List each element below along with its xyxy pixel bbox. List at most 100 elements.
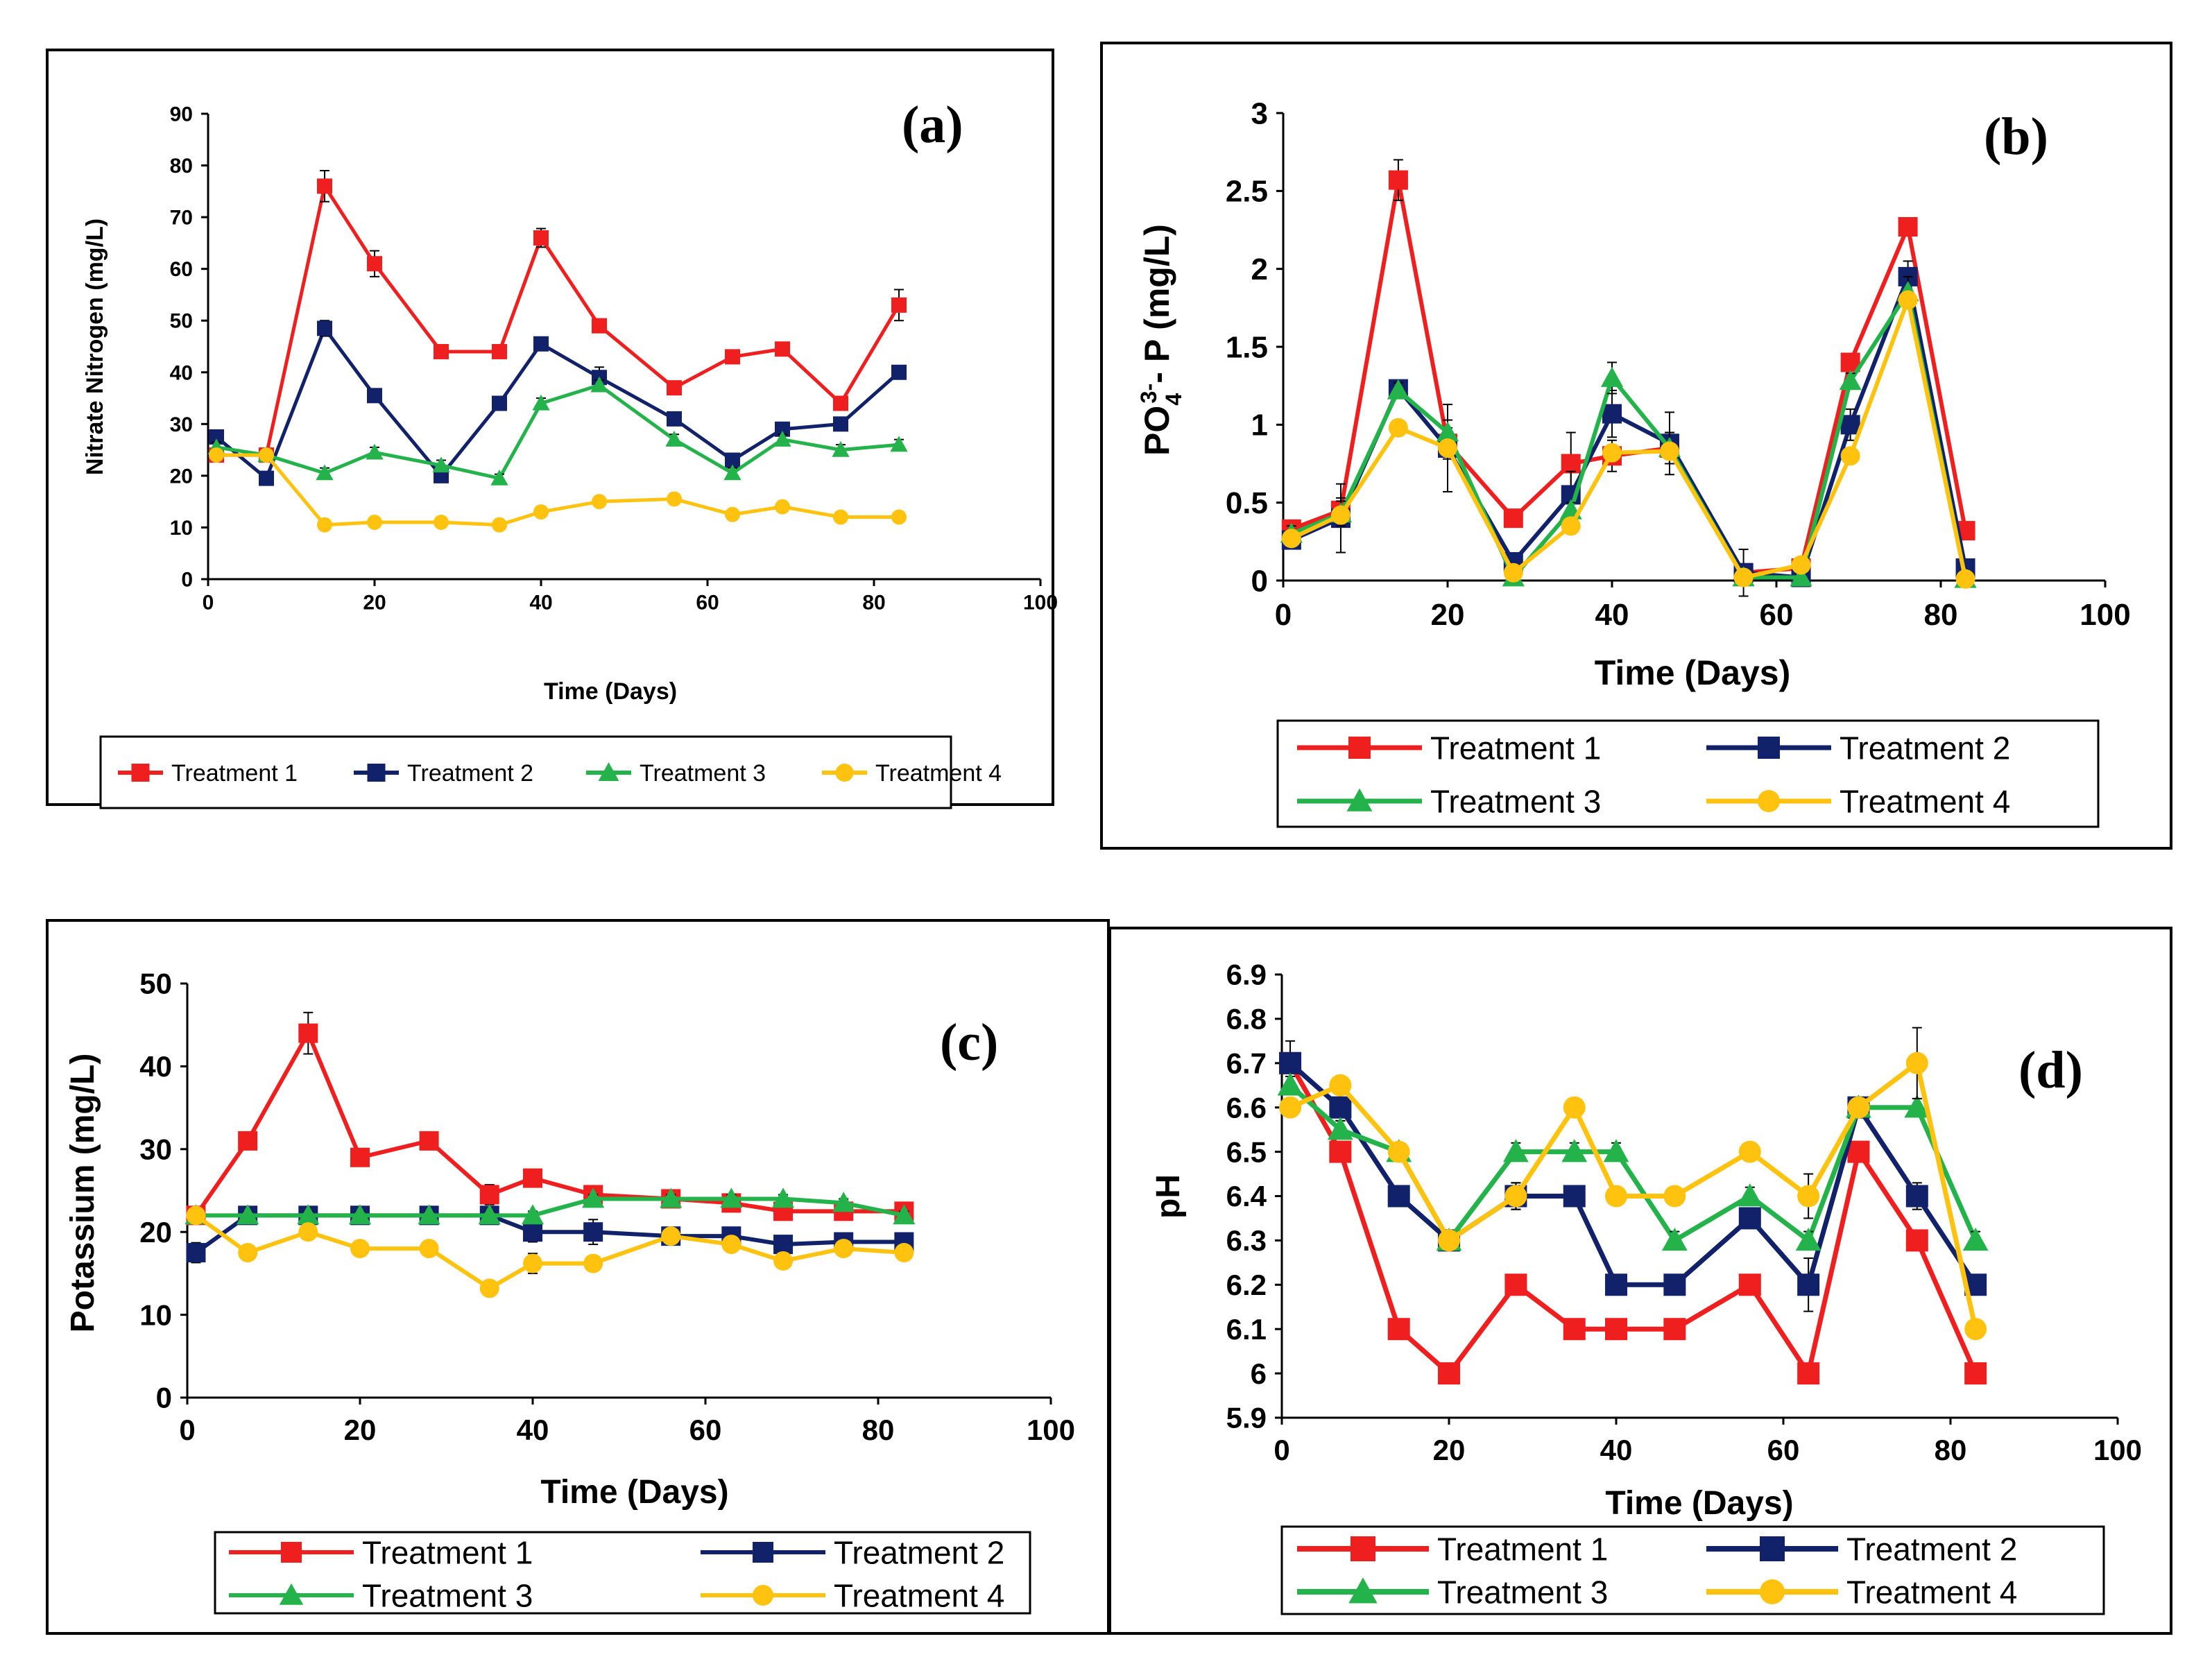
data-point: [259, 447, 274, 463]
legend-item-3: Treatment 3: [1297, 784, 1601, 820]
data-point: [1387, 1318, 1410, 1341]
data-point: [723, 464, 741, 481]
data-point: [1438, 438, 1457, 458]
data-point: [661, 1226, 681, 1246]
data-point: [1387, 1185, 1410, 1208]
data-point: [667, 491, 682, 507]
data-point: [1561, 1139, 1588, 1162]
data-point: [1840, 446, 1860, 466]
legend-swatch-marker: [753, 1585, 773, 1606]
data-point: [1605, 1185, 1627, 1208]
data-point: [532, 394, 550, 411]
y-tick-label: 40: [170, 361, 193, 384]
data-point: [775, 499, 790, 515]
data-point: [237, 1204, 259, 1225]
data-point: [317, 178, 332, 194]
data-point: [1964, 1362, 1987, 1385]
data-point: [833, 509, 848, 525]
data-point: [1659, 441, 1679, 461]
series-1: [209, 170, 907, 463]
series-3: [207, 376, 908, 486]
series-4: [186, 1205, 914, 1298]
data-point: [316, 464, 334, 481]
data-point: [1563, 1096, 1586, 1119]
y-tick-label: 0.5: [1226, 486, 1268, 520]
data-point: [1387, 1140, 1410, 1163]
y-tick-label: 50: [170, 310, 193, 333]
x-tick-label: 100: [2080, 598, 2130, 632]
data-point: [523, 1222, 542, 1242]
data-point: [1387, 379, 1409, 400]
x-tick-label: 60: [689, 1414, 722, 1446]
data-point: [773, 1235, 794, 1255]
legend-label: Treatment 3: [1437, 1574, 1608, 1611]
series-1: [186, 1011, 914, 1226]
data-point: [479, 1278, 499, 1298]
data-point: [1503, 563, 1523, 583]
legend-swatch-marker: [1348, 1577, 1378, 1604]
data-point: [1603, 1139, 1629, 1162]
panel-frame: [1100, 42, 2172, 850]
data-point: [1840, 415, 1860, 435]
series-line: [216, 453, 899, 527]
legend-item-1: Treatment 1: [1297, 730, 1601, 766]
series-3: [1280, 275, 1977, 588]
data-point: [1561, 516, 1581, 536]
data-point: [186, 1205, 206, 1226]
y-tick-label: 6.3: [1226, 1224, 1267, 1257]
data-point: [1438, 1229, 1460, 1252]
y-tick-label: 6.1: [1226, 1313, 1267, 1346]
data-point: [418, 1204, 440, 1225]
y-tick-label: 1.5: [1226, 330, 1268, 364]
x-tick-label: 0: [203, 592, 214, 615]
data-point: [492, 395, 507, 411]
data-point: [1503, 1139, 1529, 1162]
y-tick-label: 0: [181, 569, 193, 592]
data-point: [775, 341, 790, 357]
legend-swatch-marker: [1351, 1536, 1375, 1561]
data-point: [367, 388, 382, 404]
data-point: [209, 429, 224, 445]
legend-swatch-marker: [1346, 788, 1373, 812]
data-point: [492, 343, 507, 359]
data-point: [1738, 1207, 1761, 1230]
legend-swatch-marker: [279, 1583, 304, 1605]
data-point: [582, 1187, 605, 1208]
legend: Treatment 1 Treatment 2 Treatment 3 Treatme…: [1276, 719, 2100, 828]
data-point: [523, 1253, 542, 1273]
data-point: [725, 349, 740, 365]
y-tick-label: 0: [156, 1382, 172, 1414]
y-tick-label: 6.8: [1226, 1003, 1267, 1036]
data-point: [1791, 555, 1811, 575]
series-3: [185, 1187, 916, 1225]
series-line: [1288, 1083, 1978, 1243]
legend-label: Treatment 2: [407, 760, 533, 787]
series-4: [209, 447, 907, 533]
y-tick-label: 70: [170, 207, 193, 230]
legend-item-3: Treatment 3: [586, 760, 766, 787]
data-point: [1329, 1074, 1352, 1097]
y-tick-label: 20: [170, 465, 193, 488]
series-line: [215, 326, 900, 481]
data-point: [523, 1168, 542, 1188]
legend-item-4: Treatment 4: [822, 760, 1002, 787]
data-point: [186, 1243, 206, 1263]
data-point: [725, 506, 740, 522]
series-line: [216, 184, 901, 457]
x-tick-label: 20: [344, 1414, 377, 1446]
y-tick-label: 3: [1251, 96, 1268, 130]
data-point: [773, 431, 791, 447]
data-point: [478, 1204, 501, 1225]
data-point: [1663, 1273, 1686, 1296]
data-point: [432, 456, 450, 473]
y-tick-label: 40: [139, 1050, 172, 1083]
data-point: [238, 1243, 258, 1263]
y-tick-label: 6.2: [1226, 1269, 1267, 1301]
data-point: [1277, 1072, 1303, 1096]
x-tick-label: 100: [1027, 1414, 1075, 1446]
legend-box: [214, 1531, 1031, 1615]
y-tick-label: 10: [170, 517, 193, 540]
legend-item-4: Treatment 4: [1706, 784, 2010, 820]
legend-item-2: Treatment 2: [354, 760, 533, 787]
data-point: [1330, 505, 1351, 525]
